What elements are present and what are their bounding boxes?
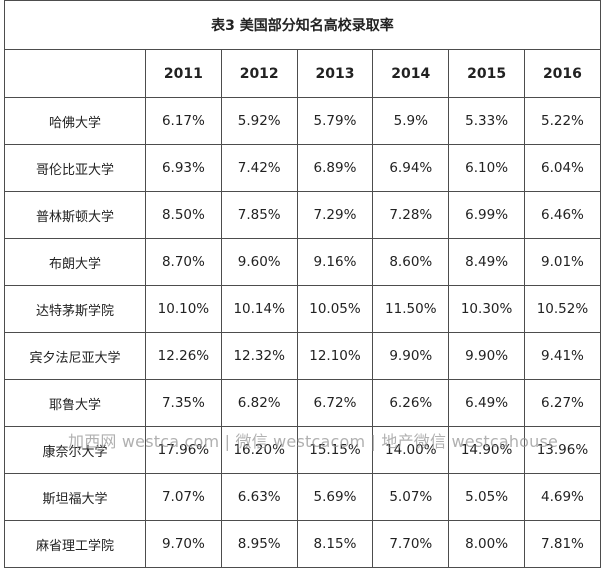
table-row: 耶鲁大学 7.35% 6.82% 6.72% 6.26% 6.49% 6.27% <box>4 379 601 427</box>
rate-cell: 7.35% <box>145 379 222 427</box>
rate-cell: 6.46% <box>523 191 601 239</box>
rate-cell: 9.41% <box>523 332 601 380</box>
rate-cell: 7.28% <box>372 191 450 239</box>
rate-cell: 14.90% <box>448 426 525 474</box>
table-row: 普林斯顿大学 8.50% 7.85% 7.29% 7.28% 6.99% 6.46% <box>4 191 601 239</box>
rate-cell: 9.16% <box>296 238 374 286</box>
rate-cell: 12.26% <box>145 332 222 380</box>
rate-cell: 13.96% <box>523 426 601 474</box>
rate-cell: 5.79% <box>296 97 374 145</box>
rate-cell: 12.10% <box>296 332 374 380</box>
rate-cell: 10.05% <box>296 285 374 333</box>
rate-cell: 6.93% <box>145 144 222 192</box>
rate-cell: 9.70% <box>145 520 222 568</box>
rate-cell: 7.85% <box>220 191 298 239</box>
rate-cell: 7.81% <box>523 520 601 568</box>
year-header-2015: 2015 <box>448 49 525 98</box>
year-header-2014: 2014 <box>372 49 450 98</box>
rate-cell: 8.50% <box>145 191 222 239</box>
rate-cell: 11.50% <box>372 285 450 333</box>
table-row: 哥伦比亚大学 6.93% 7.42% 6.89% 6.94% 6.10% 6.04% <box>4 144 601 192</box>
rate-cell: 6.17% <box>145 97 222 145</box>
year-header-2016: 2016 <box>523 49 601 98</box>
rate-cell: 6.49% <box>448 379 525 427</box>
year-header-2012: 2012 <box>220 49 298 98</box>
school-name: 哥伦比亚大学 <box>4 144 146 192</box>
rate-cell: 10.30% <box>448 285 525 333</box>
rate-cell: 9.01% <box>523 238 601 286</box>
corner-cell <box>4 49 146 98</box>
table-row: 达特茅斯学院 10.10% 10.14% 10.05% 11.50% 10.30% 10.5… <box>4 285 601 333</box>
rate-cell: 12.32% <box>220 332 298 380</box>
rate-cell: 9.60% <box>220 238 298 286</box>
school-name: 斯坦福大学 <box>4 473 146 521</box>
rate-cell: 6.27% <box>523 379 601 427</box>
rate-cell: 5.05% <box>448 473 525 521</box>
rate-cell: 7.70% <box>372 520 450 568</box>
school-name: 麻省理工学院 <box>4 520 146 568</box>
table-row: 布朗大学 8.70% 9.60% 9.16% 8.60% 8.49% 9.01% <box>4 238 601 286</box>
year-header-row: 2011 2012 2013 2014 2015 2016 <box>4 49 601 98</box>
rate-cell: 6.94% <box>372 144 450 192</box>
rate-cell: 7.29% <box>296 191 374 239</box>
rate-cell: 8.00% <box>448 520 525 568</box>
rate-cell: 5.07% <box>372 473 450 521</box>
rate-cell: 10.14% <box>220 285 298 333</box>
rate-cell: 9.90% <box>372 332 450 380</box>
year-header-2013: 2013 <box>296 49 374 98</box>
rate-cell: 5.33% <box>448 97 525 145</box>
rate-cell: 6.26% <box>372 379 450 427</box>
rate-cell: 8.49% <box>448 238 525 286</box>
rate-cell: 10.52% <box>523 285 601 333</box>
rate-cell: 6.04% <box>523 144 601 192</box>
table-row: 斯坦福大学 7.07% 6.63% 5.69% 5.07% 5.05% 4.69% <box>4 473 601 521</box>
rate-cell: 4.69% <box>523 473 601 521</box>
rate-cell: 9.90% <box>448 332 525 380</box>
rate-cell: 6.89% <box>296 144 374 192</box>
table-title: 表3 美国部分知名高校录取率 <box>4 0 601 50</box>
school-name: 康奈尔大学 <box>4 426 146 474</box>
rate-cell: 6.99% <box>448 191 525 239</box>
rate-cell: 8.15% <box>296 520 374 568</box>
rate-cell: 5.69% <box>296 473 374 521</box>
school-name: 哈佛大学 <box>4 97 146 145</box>
school-name: 达特茅斯学院 <box>4 285 146 333</box>
rate-cell: 5.9% <box>372 97 450 145</box>
rate-cell: 6.72% <box>296 379 374 427</box>
school-name: 耶鲁大学 <box>4 379 146 427</box>
rate-cell: 5.92% <box>220 97 298 145</box>
rate-cell: 10.10% <box>145 285 222 333</box>
school-name: 宾夕法尼亚大学 <box>4 332 146 380</box>
rate-cell: 5.22% <box>523 97 601 145</box>
rate-cell: 15.15% <box>296 426 374 474</box>
rate-cell: 6.10% <box>448 144 525 192</box>
year-header-2011: 2011 <box>145 49 222 98</box>
table-row: 宾夕法尼亚大学 12.26% 12.32% 12.10% 9.90% 9.90% 9.41% <box>4 332 601 380</box>
rate-cell: 7.07% <box>145 473 222 521</box>
table-row: 麻省理工学院 9.70% 8.95% 8.15% 7.70% 8.00% 7.81% <box>4 520 601 568</box>
table-row: 康奈尔大学 17.96% 16.20% 15.15% 14.00% 14.90% 13.96… <box>4 426 601 474</box>
rate-cell: 14.00% <box>372 426 450 474</box>
admission-rate-table: 表3 美国部分知名高校录取率 2011 2012 2013 2014 2015 2016 … <box>4 0 601 568</box>
table-row: 哈佛大学 6.17% 5.92% 5.79% 5.9% 5.33% 5.22% <box>4 97 601 145</box>
rate-cell: 6.63% <box>220 473 298 521</box>
school-name: 布朗大学 <box>4 238 146 286</box>
rate-cell: 8.60% <box>372 238 450 286</box>
school-name: 普林斯顿大学 <box>4 191 146 239</box>
rate-cell: 7.42% <box>220 144 298 192</box>
rate-cell: 17.96% <box>145 426 222 474</box>
rate-cell: 8.70% <box>145 238 222 286</box>
rate-cell: 16.20% <box>220 426 298 474</box>
rate-cell: 6.82% <box>220 379 298 427</box>
rate-cell: 8.95% <box>220 520 298 568</box>
